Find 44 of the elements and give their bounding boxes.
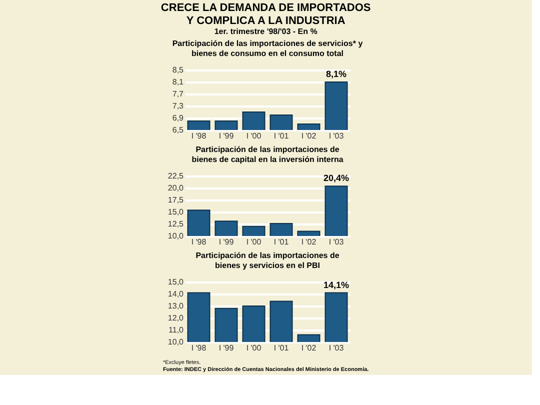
x-tick-label: I '98 <box>191 238 207 246</box>
x-tick-label: I '03 <box>328 238 344 246</box>
y-tick-label: 6,5 <box>172 126 184 134</box>
x-tick-label: I '02 <box>301 344 317 352</box>
y-tick-label: 15,0 <box>168 208 184 216</box>
chart-title: Participación de las importaciones de bienes de capital en la inversión interna <box>192 145 344 164</box>
y-tick-label: 10,0 <box>168 338 184 346</box>
x-tick-label: I '02 <box>301 132 317 140</box>
y-tick-label: 15,0 <box>168 278 184 286</box>
x-tick-label: I '99 <box>218 238 234 246</box>
y-tick-label: 6,9 <box>172 114 184 122</box>
y-tick-label: 10,0 <box>168 232 184 240</box>
x-tick-label: I '03 <box>328 344 344 352</box>
x-tick-label: I '99 <box>218 344 234 352</box>
y-tick-label: 7,3 <box>172 102 184 110</box>
y-tick-label: 17,5 <box>168 196 184 204</box>
x-tick-label: I '01 <box>274 132 290 140</box>
x-tick-label: I '99 <box>218 132 234 140</box>
y-tick-label: 11,0 <box>168 326 184 334</box>
x-tick-label: I '98 <box>191 344 207 352</box>
x-tick-label: I '98 <box>191 132 207 140</box>
x-tick-label: I '02 <box>301 238 317 246</box>
x-tick-label: I '03 <box>328 132 344 140</box>
x-tick-label: I '00 <box>246 238 262 246</box>
y-tick-label: 8,1 <box>172 78 184 86</box>
chart-title: Participación de las importaciones de bienes y servicios en el PBI <box>196 251 340 270</box>
y-tick-label: 12,0 <box>168 314 184 322</box>
y-tick-label: 13,0 <box>168 302 184 310</box>
y-tick-label: 12,5 <box>168 220 184 228</box>
y-tick-label: 7,7 <box>172 90 184 98</box>
x-tick-label: I '00 <box>246 132 262 140</box>
y-tick-label: 22,5 <box>168 172 184 180</box>
text: CRECE LA DEMANDA DE IMPORTADOS Y COMPLICA A LA INDUSTRIA <box>160 2 371 27</box>
y-tick-label: 20,0 <box>168 184 184 192</box>
annotation: 8,1% <box>326 69 347 79</box>
x-tick-label: I '01 <box>274 344 290 352</box>
y-tick-label: 8,5 <box>172 66 184 74</box>
text: 1er. trimestre '98/'03 - En % <box>214 27 318 36</box>
y-tick-label: 14,0 <box>168 290 184 298</box>
annotation: 14,1% <box>323 280 350 290</box>
chart-title: Participación de las importaciones de servicios* y bienes de consumo en el consumo total <box>172 39 364 58</box>
annotation: 20,4% <box>323 173 350 184</box>
x-tick-label: I '01 <box>274 238 290 246</box>
x-tick-label: I '00 <box>246 344 262 352</box>
